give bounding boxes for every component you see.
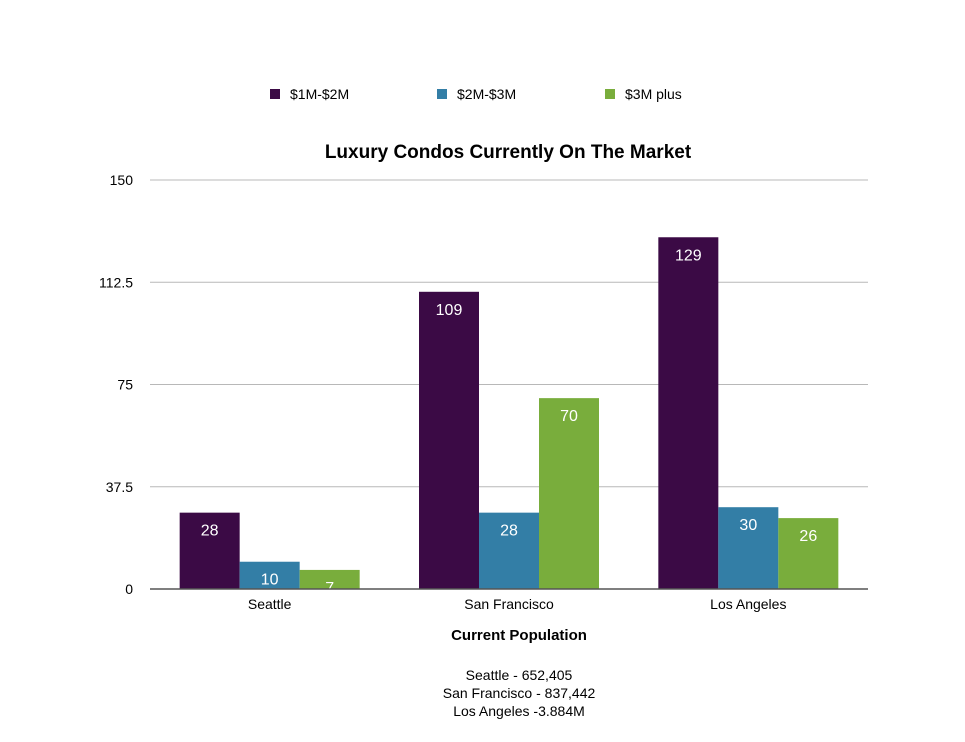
bar-san-francisco-series-3	[539, 398, 599, 589]
legend: $1M-$2M $2M-$3M $3M plus	[270, 86, 682, 102]
x-category-label: Seattle	[248, 596, 292, 612]
chart-title: Luxury Condos Currently On The Market	[325, 142, 692, 163]
x-axis-categories: Seattle San Francisco Los Angeles	[248, 596, 787, 612]
legend-label: $3M plus	[625, 86, 682, 102]
bar-los-angeles-series-1	[658, 237, 719, 589]
y-tick-label: 112.5	[99, 274, 133, 290]
y-tick-label: 75	[117, 377, 133, 393]
bars: 2810710928701293026	[179, 237, 839, 597]
x-category-label: San Francisco	[464, 596, 554, 612]
bar-value-label: 28	[201, 523, 219, 540]
bar-seattle-series-2	[239, 561, 300, 589]
bar-san-francisco-series-1	[419, 291, 479, 589]
bar-value-label: 109	[436, 302, 463, 319]
bar-value-label: 10	[261, 572, 279, 589]
population-seattle: Seattle - 652,405	[466, 667, 573, 683]
bar-value-label: 26	[799, 528, 817, 545]
bar-value-label: 28	[500, 523, 518, 540]
y-tick-label: 37.5	[106, 479, 133, 495]
legend-swatch	[437, 89, 447, 99]
y-axis-ticks: 0 37.5 75 112.5 150	[99, 172, 133, 597]
bar-value-label: 70	[560, 408, 578, 425]
x-axis-title: Current Population	[451, 627, 587, 644]
y-tick-label: 150	[110, 172, 134, 188]
bar-seattle-series-1	[179, 512, 240, 589]
bar-value-label: 129	[675, 247, 702, 264]
y-tick-label: 0	[125, 581, 133, 597]
population-los-angeles: Los Angeles -3.884M	[453, 703, 585, 719]
legend-swatch	[605, 89, 615, 99]
gridlines	[150, 179, 868, 488]
bar-los-angeles-series-2	[718, 507, 779, 589]
legend-label: $1M-$2M	[290, 86, 349, 102]
legend-label: $2M-$3M	[457, 86, 516, 102]
bar-san-francisco-series-2	[479, 512, 539, 589]
population-san-francisco: San Francisco - 837,442	[443, 685, 596, 701]
legend-swatch	[270, 89, 280, 99]
bar-seattle-series-3	[299, 569, 360, 589]
population-notes: Seattle - 652,405 San Francisco - 837,44…	[443, 667, 596, 719]
x-category-label: Los Angeles	[710, 596, 786, 612]
bar-los-angeles-series-3	[778, 518, 839, 589]
bar-value-label: 30	[739, 517, 757, 534]
